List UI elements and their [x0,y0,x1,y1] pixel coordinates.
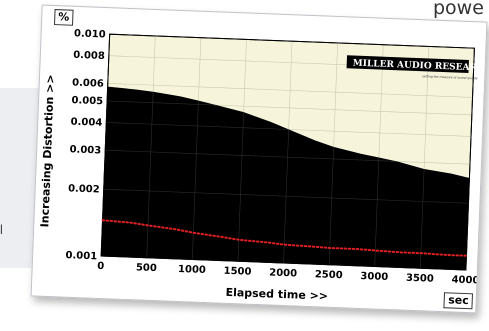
x-tick-label: 3000 [360,271,388,283]
grid [101,34,475,271]
grid-line-x [419,46,430,178]
grid-line-x [146,86,156,258]
logo-badge [346,55,469,73]
grid-line-x [374,44,384,178]
grid-line-x [192,86,202,260]
chart-card: MILLER AUDIO RESEARCH setting the measur… [30,4,488,314]
plot-area [100,33,475,271]
x-tick-label: 0 [97,261,104,272]
grid-line-x [283,86,293,264]
x-tick-label: 3500 [406,273,434,285]
y-tick-label: 0.001 [65,250,97,262]
x-axis-label: Elapsed time >> [225,286,328,303]
x-unit-badge: sec [443,292,474,310]
grid-line-x [328,86,338,265]
x-tick-label: 1500 [223,266,251,278]
x-tick-label: 500 [136,262,157,274]
y-tick-label: 0.003 [69,144,101,156]
background-text: powe [433,0,484,19]
y-tick-label: 0.010 [74,28,106,40]
plot-frame [100,33,475,271]
grid-line-y [107,83,473,98]
y-tick-label: 0.002 [68,183,100,195]
x-tick-label: 1000 [178,264,206,276]
x-tick-label: 2500 [315,269,343,281]
distortion-area [101,86,470,271]
distortion-chart: MILLER AUDIO RESEARCH setting the measur… [38,28,486,303]
y-tick-label: 0.004 [70,117,102,129]
x-tick-label: 2000 [269,267,297,279]
grid-line-x [237,86,247,262]
grid-line-y [103,188,469,204]
background-side-letter: l [0,222,3,237]
y-unit-badge: % [53,9,74,26]
y-tick-label: 0.005 [71,95,103,107]
y-tick-label: 0.006 [72,78,104,90]
y-axis-label: Increasing Distortion >> [38,74,57,227]
y-tick-label: 0.008 [73,50,105,62]
dotted-series-line [101,219,468,257]
logo-tagline: setting the measure of sound quality [422,74,478,80]
x-tick-label: 4000 [451,274,479,286]
